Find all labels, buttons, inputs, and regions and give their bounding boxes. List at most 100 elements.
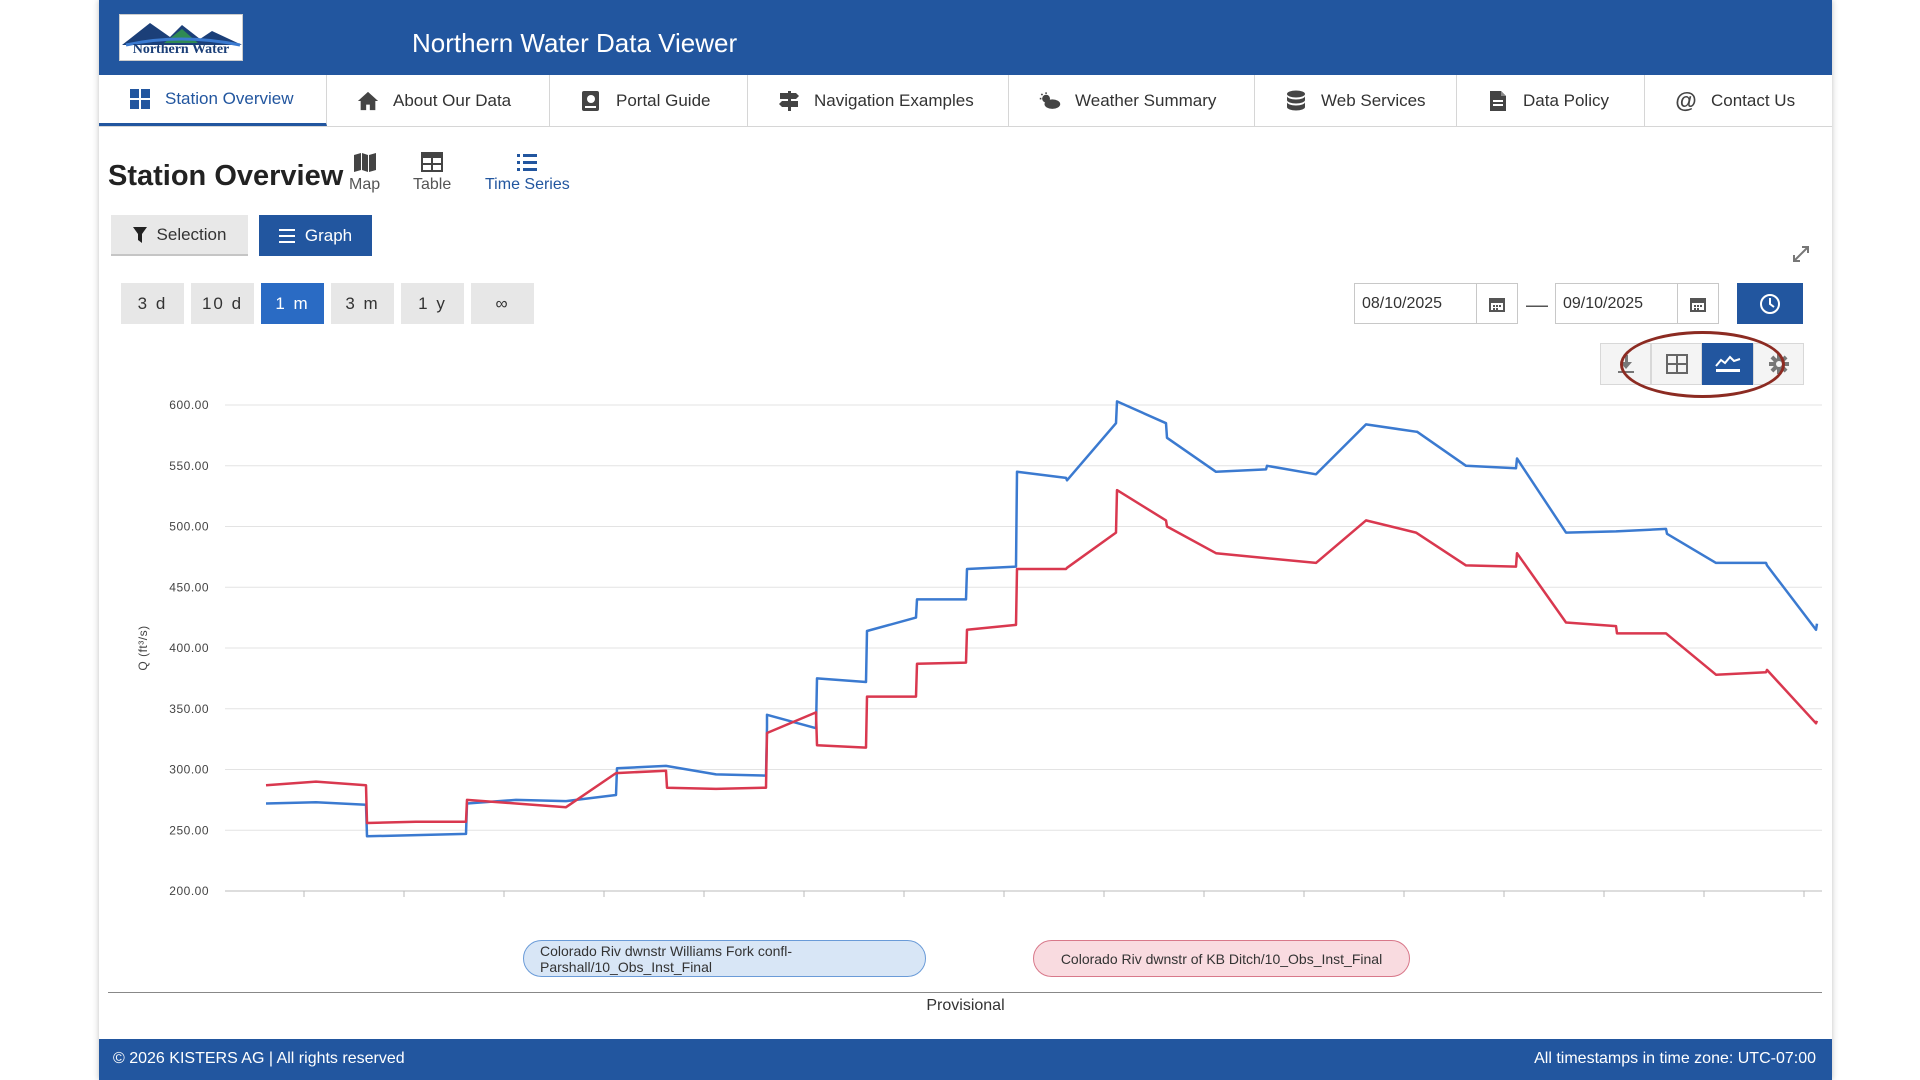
y-tick-label: 500.00 xyxy=(169,520,209,534)
legend-item-williams-fork[interactable]: Colorado Riv dwnstr Williams Fork confl-… xyxy=(523,940,926,977)
y-tick-label: 350.00 xyxy=(169,702,209,716)
y-tick-label: 250.00 xyxy=(169,823,209,837)
nav-label: Weather Summary xyxy=(1075,90,1217,110)
tab-label: Table xyxy=(413,176,452,193)
legend-item-kb-ditch[interactable]: Colorado Riv dwnstr of KB Ditch/10_Obs_I… xyxy=(1033,940,1410,977)
document-icon xyxy=(1487,90,1509,112)
x-tick-label: 09/03/2025 xyxy=(1433,903,1498,905)
graph-label: Graph xyxy=(304,225,353,245)
y-tick-label: 300.00 xyxy=(169,763,209,777)
y-tick-label: 600.00 xyxy=(169,398,209,412)
date-from-field[interactable] xyxy=(1354,283,1518,324)
calendar-icon[interactable] xyxy=(1677,284,1718,323)
nav-label: Web Services xyxy=(1321,90,1426,110)
app-window: Northern Water Northern Water Data Viewe… xyxy=(99,0,1832,1080)
series-line-williams-fork xyxy=(265,400,1819,838)
nav-label: Navigation Examples xyxy=(814,90,974,110)
x-tick-label: 09/05/2025 xyxy=(1533,903,1598,905)
mountain-logo-icon xyxy=(122,23,242,47)
book-icon xyxy=(580,90,602,112)
list-icon xyxy=(516,152,538,176)
divider xyxy=(108,992,1822,993)
range-1m-button[interactable]: 1 m xyxy=(261,283,324,324)
range-3m-button[interactable]: 3 m xyxy=(331,283,394,324)
home-icon xyxy=(357,90,379,112)
nav-contact-us[interactable]: @ Contact Us xyxy=(1645,75,1832,126)
app-title: Northern Water Data Viewer xyxy=(412,28,738,58)
y-tick-label: 200.00 xyxy=(169,884,209,898)
database-icon xyxy=(1285,90,1307,112)
map-icon xyxy=(353,152,377,176)
nav-data-policy[interactable]: Data Policy xyxy=(1457,75,1645,126)
nav-label: Data Policy xyxy=(1523,90,1609,110)
x-tick-label: 08/26/2025 xyxy=(1033,903,1098,905)
tab-label: Map xyxy=(349,176,381,193)
nav-label: Contact Us xyxy=(1711,90,1796,110)
logo-text: Northern Water xyxy=(132,42,230,57)
y-axis-label: Q (ft³/s) xyxy=(136,625,150,670)
tab-map[interactable]: Map xyxy=(349,152,380,194)
x-tick-label: 09/09/2025 xyxy=(1733,903,1798,905)
nav-web-services[interactable]: Web Services xyxy=(1255,75,1457,126)
time-series-chart: 200.00 250.00 300.00 350.00 400.00 450.00 500.… xyxy=(136,398,1822,905)
timezone-text: All timestamps in time zone: UTC-07:00 xyxy=(1534,1050,1816,1067)
provisional-label: Provisional xyxy=(926,997,1005,1014)
highlight-annotation xyxy=(1620,331,1785,398)
x-tick-label: 08/14/2025 xyxy=(433,903,498,905)
expand-icon[interactable] xyxy=(1792,245,1814,267)
tab-label: Time Series xyxy=(485,176,570,193)
date-to-field[interactable] xyxy=(1555,283,1719,324)
signpost-icon xyxy=(778,90,800,112)
y-tick-label: 450.00 xyxy=(169,580,209,594)
y-tick-label: 550.00 xyxy=(169,459,209,473)
footer-bar: © 2026 KISTERS AG | All rights reserved … xyxy=(99,1039,1832,1080)
main-nav: Station Overview About Our Data Portal G… xyxy=(99,75,1832,127)
range-all-button[interactable]: ∞ xyxy=(471,283,534,324)
x-tick-label: 08/24/2025 xyxy=(933,903,998,905)
x-tick-label: 09/07/2025 xyxy=(1633,903,1698,905)
y-tick-label: 400.00 xyxy=(169,641,209,655)
clock-icon xyxy=(1760,293,1780,314)
apply-time-button[interactable] xyxy=(1737,283,1803,324)
nav-station-overview[interactable]: Station Overview xyxy=(99,75,327,126)
tab-table[interactable]: Table xyxy=(413,152,451,194)
range-1y-button[interactable]: 1 y xyxy=(401,283,464,324)
series-line-kb-ditch xyxy=(265,488,1819,825)
x-tick-label: 08/10/2025 xyxy=(233,903,298,905)
filter-icon xyxy=(132,226,147,243)
x-tick-label: 09/01/2025 xyxy=(1333,903,1398,905)
northern-water-logo[interactable]: Northern Water xyxy=(119,14,243,61)
selection-button[interactable]: Selection xyxy=(111,215,248,256)
x-tick-label: 08/20/2025 xyxy=(733,903,798,905)
x-tick-label: 08/28/2025 xyxy=(1133,903,1198,905)
x-tick-label: 08/12/2025 xyxy=(333,903,398,905)
nav-navigation-examples[interactable]: Navigation Examples xyxy=(748,75,1009,126)
tab-time-series[interactable]: Time Series xyxy=(485,152,570,194)
nav-label: About Our Data xyxy=(393,90,512,110)
range-10d-button[interactable]: 10 d xyxy=(191,283,254,324)
grid-icon xyxy=(129,88,151,110)
menu-icon xyxy=(278,228,295,243)
date-range-separator: — xyxy=(1526,292,1548,317)
graph-button[interactable]: Graph xyxy=(259,215,372,256)
page-title: Station Overview xyxy=(108,160,344,192)
x-tick-label: 08/22/2025 xyxy=(833,903,898,905)
date-from-input[interactable] xyxy=(1355,293,1476,314)
x-tick-label: 08/16/2025 xyxy=(533,903,598,905)
nav-label: Station Overview xyxy=(165,89,294,108)
nav-about-our-data[interactable]: About Our Data xyxy=(327,75,550,126)
weather-icon xyxy=(1039,90,1061,112)
header-bar: Northern Water Northern Water Data Viewe… xyxy=(99,0,1832,75)
calendar-icon[interactable] xyxy=(1476,284,1517,323)
copyright-text: © 2026 KISTERS AG | All rights reserved xyxy=(113,1050,405,1067)
range-3d-button[interactable]: 3 d xyxy=(121,283,184,324)
nav-weather-summary[interactable]: Weather Summary xyxy=(1009,75,1255,126)
x-tick-label: 08/30/2025 xyxy=(1233,903,1298,905)
selection-label: Selection xyxy=(156,224,227,244)
table-icon xyxy=(421,152,444,176)
nav-portal-guide[interactable]: Portal Guide xyxy=(550,75,748,126)
x-tick-label: 08/18/2025 xyxy=(633,903,698,905)
date-to-input[interactable] xyxy=(1556,293,1677,314)
at-icon: @ xyxy=(1675,87,1697,113)
nav-label: Portal Guide xyxy=(616,90,711,110)
